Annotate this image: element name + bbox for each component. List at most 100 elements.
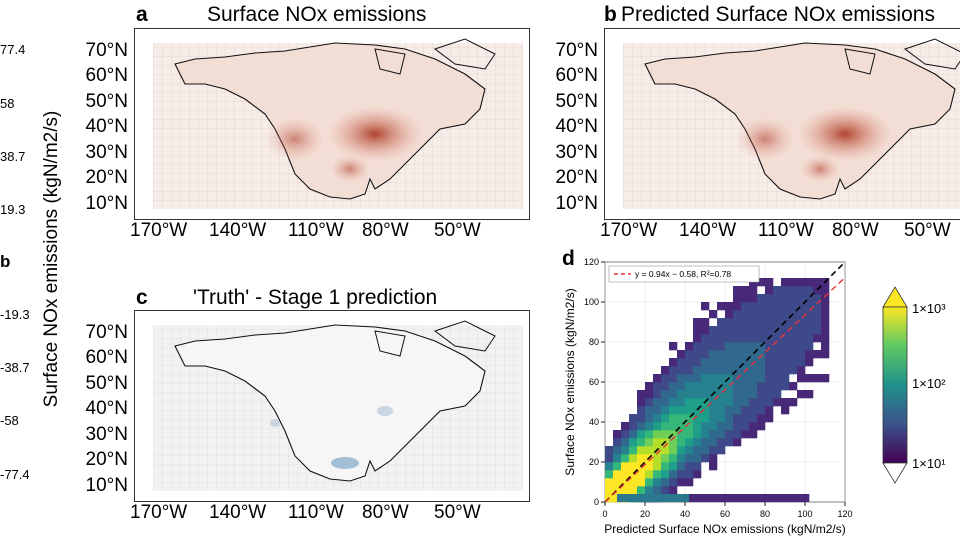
y-axis-label: Surface NOx emissions (kgN/m2/s) — [563, 288, 577, 475]
density-cell — [773, 318, 782, 327]
density-cell — [693, 382, 702, 391]
density-cell — [633, 494, 642, 502]
density-cell — [741, 358, 750, 367]
lat-label: 50°N — [555, 91, 598, 112]
density-cell — [605, 446, 614, 455]
density-cell — [797, 366, 806, 375]
density-cell — [733, 294, 742, 303]
identity-line — [604, 261, 846, 503]
lon-label: 50°W — [904, 220, 951, 241]
density-cell — [701, 430, 710, 439]
density-cell — [709, 430, 718, 439]
density-cell — [725, 310, 734, 319]
density-cell — [749, 366, 758, 375]
density-cell — [813, 334, 822, 343]
density-cell — [661, 406, 670, 415]
density-cell — [773, 342, 782, 351]
density-cell — [717, 414, 726, 423]
fit-line — [604, 277, 846, 503]
density-cell — [641, 494, 650, 502]
density-cell — [733, 342, 742, 351]
density-cell — [621, 478, 630, 487]
density-cell — [813, 294, 822, 303]
left-colorbar-tick: 19.3 — [0, 202, 26, 217]
density-cell — [781, 406, 790, 415]
density-cell — [629, 454, 638, 463]
lat-label: 10°N — [85, 193, 128, 214]
density-cell — [693, 342, 702, 351]
density-cell — [765, 414, 774, 423]
density-cell — [797, 286, 806, 295]
density-cell — [785, 494, 794, 502]
lon-label: 140°W — [679, 220, 737, 241]
density-cell — [629, 438, 638, 447]
density-cell — [637, 406, 646, 415]
density-cell — [717, 430, 726, 439]
density-cell — [757, 350, 766, 359]
density-cell — [797, 390, 806, 399]
density-cell — [701, 454, 710, 463]
density-cell — [613, 462, 622, 471]
density-cell — [677, 398, 686, 407]
density-cell — [781, 326, 790, 335]
density-cell — [741, 374, 750, 383]
density-cell — [669, 430, 678, 439]
lat-label: 50°N — [85, 373, 128, 394]
density-cell — [669, 478, 678, 487]
density-cell — [733, 326, 742, 335]
density-cell — [805, 286, 814, 295]
panel-b-letter: b — [604, 3, 617, 26]
density-cell — [789, 382, 798, 391]
density-cell — [813, 278, 822, 287]
density-cell — [773, 350, 782, 359]
density-cell — [685, 438, 694, 447]
density-cell — [661, 470, 670, 479]
density-cell — [757, 374, 766, 383]
lat-label: 30°N — [555, 142, 598, 163]
density-cell — [749, 310, 758, 319]
density-cell — [629, 414, 638, 423]
density-cell — [797, 342, 806, 351]
density-cell — [685, 470, 694, 479]
density-cell — [709, 406, 718, 415]
density-cell — [645, 390, 654, 399]
density-cell — [749, 358, 758, 367]
x-axis-label: Predicted Surface NOx emissions (kgN/m2/… — [604, 522, 845, 536]
density-cell — [733, 310, 742, 319]
density-cell — [661, 382, 670, 391]
density-cell — [821, 326, 830, 335]
density-cell — [757, 310, 766, 319]
density-cell — [621, 462, 630, 471]
density-cell — [781, 334, 790, 343]
density-cell — [717, 398, 726, 407]
density-cell — [741, 382, 750, 391]
panel-c-title: 'Truth' - Stage 1 prediction — [193, 286, 438, 309]
density-cell — [789, 302, 798, 311]
density-cell — [773, 398, 782, 407]
density-cell — [813, 318, 822, 327]
density-cell — [781, 366, 790, 375]
density-cell — [717, 438, 726, 447]
density-cell — [685, 454, 694, 463]
density-cell — [805, 390, 814, 399]
y-tick-label: 80 — [589, 337, 599, 347]
lat-label: 20°N — [555, 167, 598, 188]
density-cell — [789, 278, 798, 287]
legend-entry: y = 0.94x − 0.58, R²=0.78 — [635, 269, 731, 279]
density-cell — [605, 470, 614, 479]
density-cell — [765, 382, 774, 391]
density-cell — [725, 334, 734, 343]
density-cell — [637, 430, 646, 439]
density-cell — [733, 318, 742, 327]
density-cell — [797, 350, 806, 359]
density-cell — [649, 494, 658, 502]
lat-label: 30°N — [85, 142, 128, 163]
density-cell — [773, 390, 782, 399]
density-cell — [749, 406, 758, 415]
density-cell — [685, 446, 694, 455]
density-cell — [693, 398, 702, 407]
density-cell — [661, 414, 670, 423]
right-colorbar — [882, 286, 908, 484]
density-cell — [669, 342, 678, 351]
density-cell — [677, 390, 686, 399]
